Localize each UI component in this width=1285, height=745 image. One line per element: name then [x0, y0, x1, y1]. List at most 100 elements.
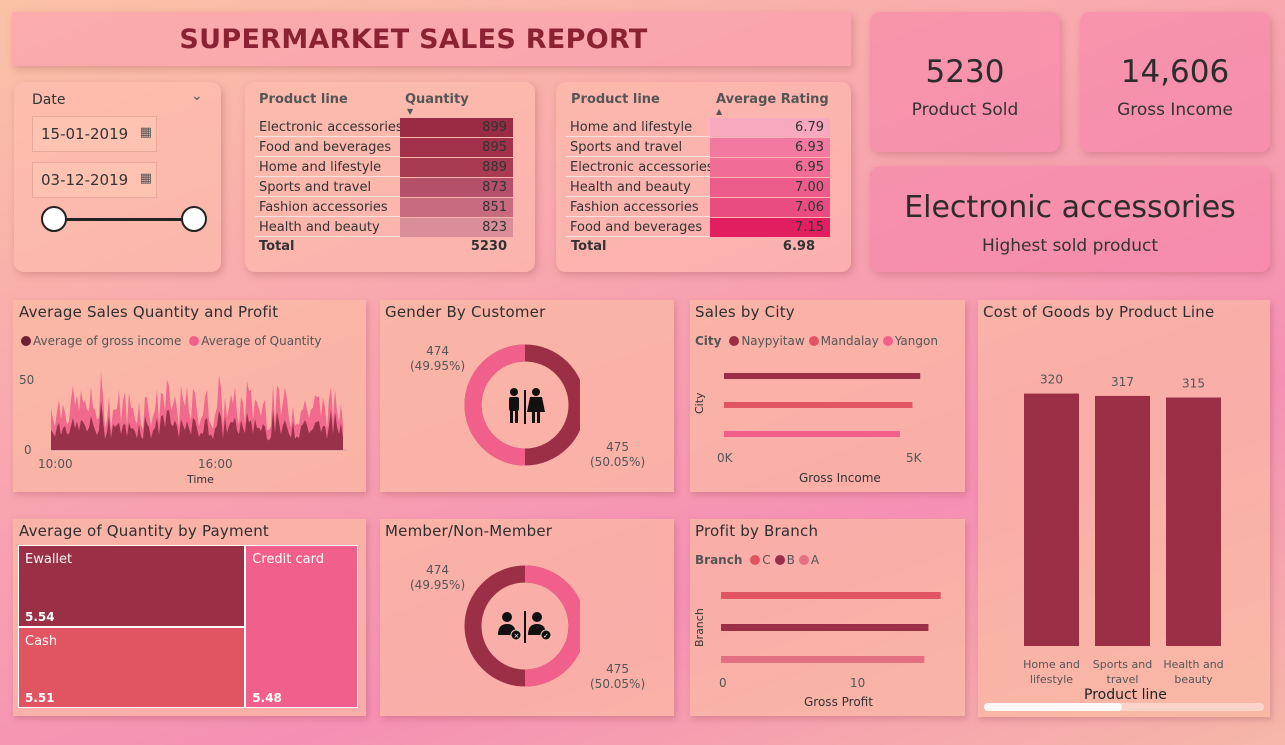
rating-table-row[interactable]: Food and beverages 7.15 — [566, 218, 830, 237]
gender-icon — [509, 388, 545, 424]
quantity-table-row-value: 823 — [482, 220, 507, 235]
chevron-down-icon[interactable]: ⌄ — [191, 88, 203, 104]
quantity-table-row[interactable]: Electronic accessories 899 — [255, 118, 513, 137]
date-range-start-handle[interactable] — [41, 206, 67, 232]
legend-swatch — [808, 336, 819, 346]
legend-item-branch-a[interactable]: A — [810, 553, 820, 567]
quantity-table-row-value: 873 — [482, 180, 507, 195]
quantity-table-row-label: Electronic accessories — [259, 120, 403, 135]
legend-item-naypyitaw[interactable]: Naypyitaw — [741, 334, 805, 348]
rating-table-row-value: 7.06 — [795, 200, 824, 215]
gender-top-pct: (49.95%) — [410, 359, 466, 373]
city-bar-yangon[interactable] — [724, 431, 900, 437]
quantity-table-row[interactable]: Food and beverages 895 — [255, 138, 513, 157]
legend-swatch — [798, 555, 809, 565]
city-bar-plot[interactable] — [715, 360, 960, 450]
horizontal-scrollbar[interactable] — [984, 703, 1264, 711]
treemap-cell-ewallet[interactable]: Ewallet 5.54 — [18, 545, 246, 627]
quantity-total-value: 5230 — [470, 239, 507, 254]
treemap-cell-cash[interactable]: Cash 5.51 — [18, 626, 246, 708]
cost-bar[interactable] — [1095, 395, 1150, 646]
branch-legend: Branch C B A — [695, 553, 819, 567]
gender-donut[interactable] — [460, 342, 580, 472]
quantity-table-row-label: Food and beverages — [259, 140, 392, 155]
treemap-cell-label: Credit card — [252, 552, 324, 567]
quantity-table-row-value: 899 — [482, 120, 507, 135]
treemap-cell-label: Cash — [25, 633, 58, 649]
rating-table-row[interactable]: Electronic accessories 6.95 — [566, 158, 830, 177]
cost-of-goods-bar-plot[interactable]: 320 317 315 — [978, 330, 1270, 650]
quantity-table-col-quantity[interactable]: Quantity — [405, 92, 469, 107]
rating-table-row[interactable]: Health and beauty 7.00 — [566, 178, 830, 197]
x-axis-label: Gross Profit — [804, 695, 873, 709]
date-slicer[interactable]: Date ⌄ 15-01-2019 ▦ 03-12-2019 ▦ — [14, 82, 221, 272]
kpi-gross-income: 14,606 Gross Income — [1080, 12, 1270, 152]
x-tick: 16:00 — [198, 457, 233, 471]
donut-segment-member[interactable] — [524, 565, 580, 687]
legend-item-branch-b[interactable]: B — [786, 553, 795, 567]
member-bottom-value: 475 — [606, 662, 630, 676]
y-axis-label: City — [693, 392, 706, 414]
branch-bar-a[interactable] — [721, 656, 925, 663]
cost-bar[interactable] — [1024, 393, 1079, 646]
scrollbar-thumb[interactable] — [984, 703, 1122, 711]
date-range-track[interactable] — [54, 218, 194, 221]
rating-table-row-label: Health and beauty — [570, 180, 691, 195]
member-top-value: 474 — [426, 563, 450, 577]
treemap-cell-value: 5.54 — [25, 609, 55, 624]
payment-panel: Average of Quantity by Payment Ewallet 5.… — [13, 519, 366, 716]
quantity-table-row[interactable]: Health and beauty 823 — [255, 218, 513, 237]
member-top-label: 474 (49.95%) — [410, 563, 465, 593]
rating-table-row[interactable]: Home and lifestyle 6.79 — [566, 118, 830, 137]
rating-table-row-value-cell: 6.93 — [710, 138, 830, 157]
x-tick: Health and beauty — [1163, 658, 1224, 686]
rating-table-row-value-cell: 6.79 — [710, 118, 830, 137]
gender-title: Gender By Customer — [385, 303, 546, 321]
start-date-value: 15-01-2019 — [41, 125, 129, 143]
rating-table-row-value-cell: 6.95 — [710, 158, 830, 177]
series-gross-income[interactable] — [51, 401, 343, 450]
rating-table-row[interactable]: Sports and travel 6.93 — [566, 138, 830, 157]
quantity-table-row[interactable]: Home and lifestyle 889 — [255, 158, 513, 177]
city-bar-naypyitaw[interactable] — [724, 373, 921, 379]
branch-bar-c[interactable] — [721, 592, 941, 599]
sort-desc-icon[interactable]: ▼ — [407, 107, 414, 116]
start-date-field[interactable]: 15-01-2019 ▦ — [32, 116, 157, 152]
rating-table-row-label: Electronic accessories — [570, 160, 714, 175]
member-donut[interactable]: × ✓ — [460, 561, 580, 691]
kpi-gross-income-value: 14,606 — [1120, 54, 1230, 90]
calendar-icon[interactable]: ▦ — [139, 125, 152, 140]
quantity-table-col-product[interactable]: Product line — [259, 92, 348, 107]
sales-by-city-title: Sales by City — [695, 303, 795, 321]
quantity-table-row[interactable]: Fashion accessories 851 — [255, 198, 513, 217]
calendar-icon[interactable]: ▦ — [139, 171, 152, 186]
treemap-cell-credit-card[interactable]: Credit card 5.48 — [245, 545, 358, 708]
legend-item-branch-c[interactable]: C — [762, 553, 771, 567]
date-range-end-handle[interactable] — [181, 206, 207, 232]
legend-item-yangon[interactable]: Yangon — [894, 334, 938, 348]
sort-asc-icon[interactable]: ▲ — [716, 107, 723, 116]
branch-bar-b[interactable] — [721, 624, 929, 631]
legend-item-mandalay[interactable]: Mandalay — [820, 334, 879, 348]
x-tick: 0K — [717, 451, 733, 465]
end-date-field[interactable]: 03-12-2019 ▦ — [32, 162, 157, 198]
city-bar-mandalay[interactable] — [724, 402, 913, 408]
rating-table-row[interactable]: Fashion accessories 7.06 — [566, 198, 830, 217]
quantity-table-row-value-cell: 823 — [400, 218, 513, 237]
member-panel: Member/Non-Member × ✓ 474 (49.95%) 475 (… — [380, 519, 674, 716]
avg-sales-line-plot[interactable] — [51, 372, 347, 454]
branch-bar-plot[interactable] — [715, 579, 960, 669]
quantity-table-row[interactable]: Sports and travel 873 — [255, 178, 513, 197]
member-icon: × ✓ — [498, 611, 552, 643]
legend-quantity[interactable]: Average of Quantity — [201, 334, 322, 348]
legend-gross-income[interactable]: Average of gross income — [33, 334, 182, 348]
gender-top-value: 474 — [426, 344, 450, 358]
quantity-table-row-value: 889 — [482, 160, 507, 175]
end-date-value: 03-12-2019 — [41, 171, 129, 189]
rating-table-row-value: 6.79 — [795, 120, 824, 135]
rating-table-col-product[interactable]: Product line — [571, 92, 660, 107]
rating-table-col-rating[interactable]: Average Rating — [716, 92, 829, 107]
donut-segment-female[interactable] — [464, 344, 526, 466]
cost-bar[interactable] — [1166, 397, 1221, 647]
rating-table-row-value: 6.93 — [795, 140, 824, 155]
